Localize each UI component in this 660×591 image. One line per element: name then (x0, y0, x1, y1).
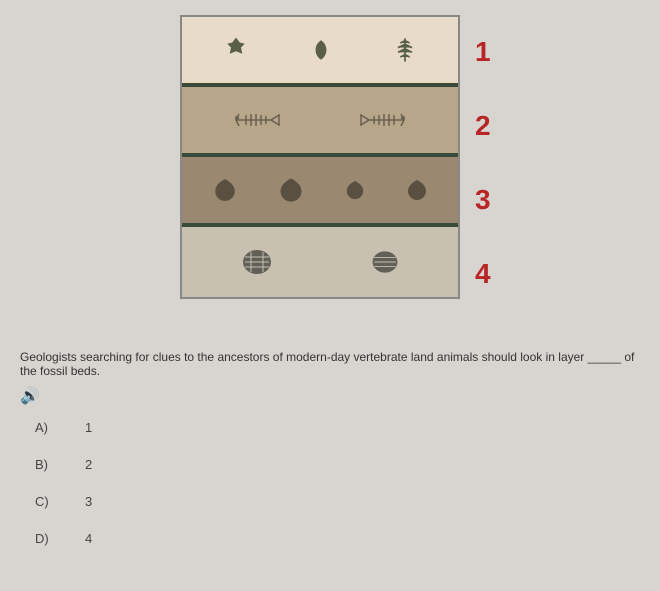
layer-1 (182, 17, 458, 87)
option-letter: D) (35, 531, 85, 546)
layer-4 (182, 227, 458, 297)
label-3: 3 (475, 163, 491, 237)
option-letter: B) (35, 457, 85, 472)
fish-skeleton-icon (231, 108, 281, 132)
label-4: 4 (475, 237, 491, 311)
option-value: 1 (85, 420, 92, 435)
option-c[interactable]: C) 3 (35, 494, 92, 509)
question-blank: _____ (588, 350, 621, 364)
layer-2 (182, 87, 458, 157)
shell-icon (405, 178, 429, 202)
option-value: 2 (85, 457, 92, 472)
option-value: 4 (85, 531, 92, 546)
fossil-diagram: 1 2 3 4 (180, 15, 491, 311)
fish-skeleton-icon (359, 108, 409, 132)
leaf-icon (221, 35, 251, 65)
option-d[interactable]: D) 4 (35, 531, 92, 546)
trilobite-icon (239, 247, 275, 277)
layer-3 (182, 157, 458, 227)
question-text: Geologists searching for clues to the an… (20, 350, 640, 406)
shell-icon (344, 179, 366, 201)
leaf-icon (391, 36, 419, 64)
label-1: 1 (475, 15, 491, 89)
question-before: Geologists searching for clues to the an… (20, 350, 588, 364)
answer-options: A) 1 B) 2 C) 3 D) 4 (35, 420, 92, 568)
option-b[interactable]: B) 2 (35, 457, 92, 472)
option-value: 3 (85, 494, 92, 509)
option-a[interactable]: A) 1 (35, 420, 92, 435)
strata-column (180, 15, 460, 299)
audio-icon[interactable]: 🔊 (20, 386, 640, 406)
trilobite-icon (369, 248, 401, 276)
layer-labels: 1 2 3 4 (475, 15, 491, 311)
shell-icon (212, 177, 238, 203)
option-letter: A) (35, 420, 85, 435)
label-2: 2 (475, 89, 491, 163)
leaf-icon (308, 37, 334, 63)
shell-icon (277, 176, 305, 204)
option-letter: C) (35, 494, 85, 509)
